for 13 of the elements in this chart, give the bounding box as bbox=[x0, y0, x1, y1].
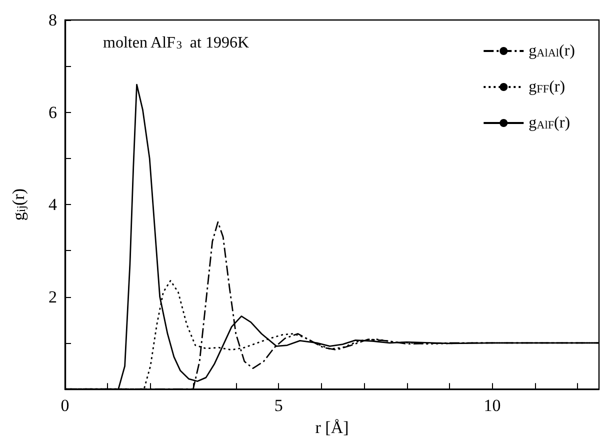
x-tick-label: 0 bbox=[60, 396, 70, 416]
x-tick-label: 10 bbox=[484, 396, 501, 416]
legend-label: gFF(r) bbox=[528, 78, 566, 96]
y-axis-title: gij(r) bbox=[9, 188, 28, 221]
x-axis-title: r [Å] bbox=[315, 418, 349, 437]
y-tick-label: 8 bbox=[48, 10, 57, 30]
text: molten AlF3 at 1996K bbox=[103, 34, 250, 52]
x-tick-label: 5 bbox=[274, 396, 283, 416]
y-tick-label: 6 bbox=[48, 102, 57, 122]
y-tick-label: 2 bbox=[48, 287, 57, 306]
y-tick-label: 4 bbox=[48, 195, 58, 214]
legend-label: gAlF(r) bbox=[528, 114, 570, 132]
legend-label: gAlAl(r) bbox=[528, 42, 575, 60]
